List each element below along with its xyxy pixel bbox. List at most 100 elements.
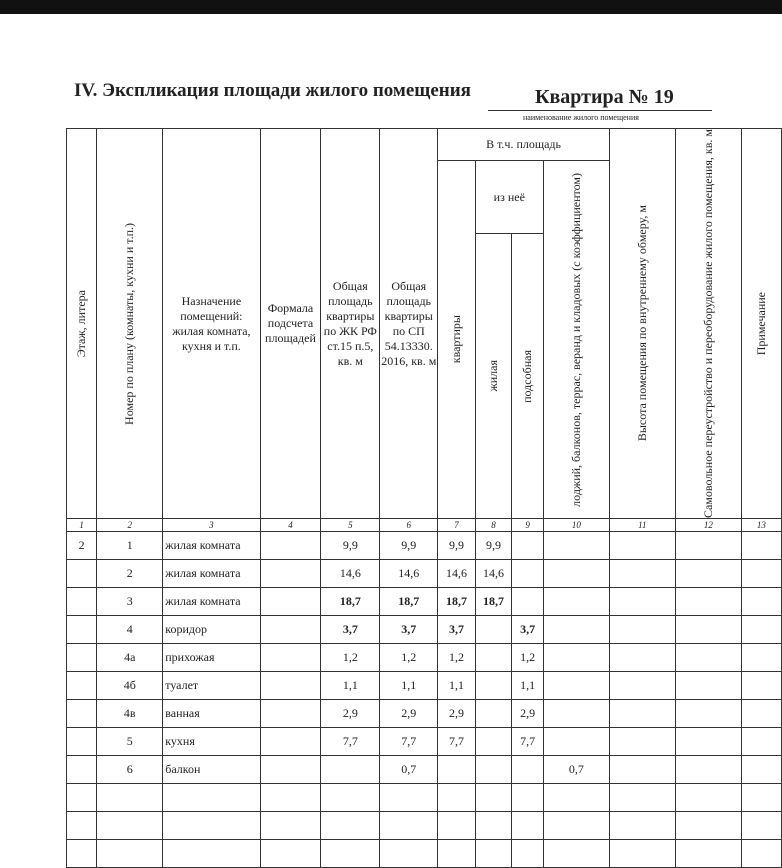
table-cell: 18,7 [437,587,476,617]
table-cell [474,615,513,645]
column-number: 13 [740,518,782,533]
table-cell [674,727,742,757]
table-cell: 2,9 [437,699,476,729]
table-row: 4в ванная 2,9 2,9 2,9 2,9 [65,699,782,729]
table-row [65,839,782,868]
table-cell [320,755,381,785]
table-cell [474,643,513,673]
table-row: 3 жилая комната 18,7 18,7 18,7 18,7 [65,587,782,617]
table-cell [740,755,782,785]
table-cell [511,559,544,589]
header-room-number: Номер по плану (комнаты, кухни и т.п.) [96,127,164,520]
column-number: 2 [96,518,164,533]
header-balconies: лоджий, балконов, террас, веранд и кладо… [542,159,610,520]
table-cell [740,783,782,813]
table-cell [437,755,476,785]
table-cell [259,783,322,813]
table-row: 6 балкон 0,7 0,7 [65,755,782,785]
apartment-name: Квартира № 19 [535,86,674,108]
table-cell: туалет [162,671,261,701]
table-cell: 1,1 [379,671,439,701]
table-cell [259,559,322,589]
header-of-which: из неё [474,159,544,235]
table-cell [379,839,439,868]
header-total-sp: Общая площадь квартиры по СП 54.13330. 2… [379,127,439,520]
table-cell [542,559,610,589]
table-cell [674,755,742,785]
header-purpose: Назначение помещений: жилая комната, кух… [162,127,261,520]
table-row: 5 кухня 7,7 7,7 7,7 7,7 [65,727,782,757]
table-cell [259,839,322,868]
table-cell [674,699,742,729]
table-cell [65,811,98,841]
table-cell: 1,1 [437,671,476,701]
header-height: Высота помещения по внутреннему обмеру, … [608,127,676,520]
table-cell: 9,9 [474,531,513,561]
table-cell [259,755,322,785]
table-cell [320,783,381,813]
table-cell [542,587,610,617]
table-cell: 3 [96,587,164,617]
table-cell: 7,7 [511,727,544,757]
table-cell [511,531,544,561]
table-cell [740,811,782,841]
table-cell: 14,6 [379,559,439,589]
table-cell [162,783,261,813]
table-cell [162,839,261,868]
header-auxiliary: подсобная [511,233,544,520]
table-cell [96,811,164,841]
table-cell [740,559,782,589]
table-cell: 14,6 [474,559,513,589]
table-cell: 0,7 [379,755,439,785]
table-cell [65,783,98,813]
column-number: 1 [65,518,98,533]
table-cell [511,755,544,785]
column-number: 9 [511,518,544,533]
table-cell [474,727,513,757]
table-cell [674,615,742,645]
column-numbers-row: 1 2 3 4 5 6 7 8 9 10 11 12 13 [65,518,782,533]
table-cell [608,559,676,589]
column-number: 7 [437,518,476,533]
column-number: 4 [259,518,322,533]
table-cell [608,839,676,868]
header-living: жилая [474,233,513,520]
table-cell: 4в [96,699,164,729]
page-title: IV. Экспликация площади жилого помещения [74,80,471,101]
table-cell: 4 [96,615,164,645]
header-total-zhk: Общая площадь квартиры по ЖК РФ ст.15 п.… [320,127,381,520]
table-cell [608,671,676,701]
table-cell [674,671,742,701]
explication-table: Этаж, литера Номер по плану (комнаты, ку… [65,127,782,868]
table-cell [608,531,676,561]
table-cell [259,671,322,701]
table-cell [740,615,782,645]
table-cell [259,587,322,617]
table-cell: 18,7 [379,587,439,617]
table-cell [608,811,676,841]
table-cell [65,839,98,868]
table-cell [474,755,513,785]
table-cell [259,699,322,729]
table-cell: 2,9 [379,699,439,729]
table-cell [65,699,98,729]
table-cell [674,783,742,813]
table-row: 4 коридор 3,7 3,7 3,7 3,7 [65,615,782,645]
table-cell: 6 [96,755,164,785]
table-cell [608,755,676,785]
table-cell: 9,9 [379,531,439,561]
table-cell [65,615,98,645]
table-cell [511,811,544,841]
table-cell: прихожая [162,643,261,673]
table-cell [542,615,610,645]
column-number: 11 [608,518,676,533]
table-cell [740,839,782,868]
table-cell [65,587,98,617]
table-cell [474,699,513,729]
table-cell: 5 [96,727,164,757]
table-cell [259,615,322,645]
table-cell [162,811,261,841]
table-cell [674,643,742,673]
table-cell [511,783,544,813]
table-cell [674,839,742,868]
